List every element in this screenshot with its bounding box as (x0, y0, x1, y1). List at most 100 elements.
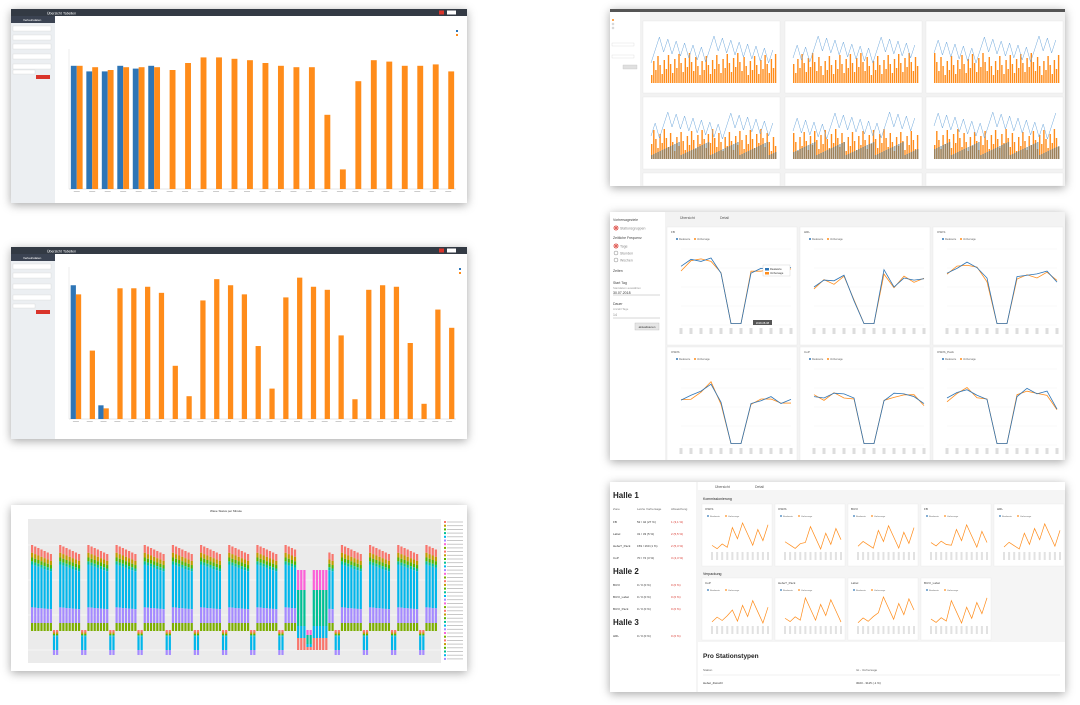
bar-forecast[interactable] (200, 300, 206, 419)
bar-forecast[interactable] (379, 285, 386, 419)
tab-overview[interactable]: Übersicht (715, 485, 730, 489)
bar-forecast[interactable] (355, 81, 362, 189)
alert-icon[interactable] (439, 248, 444, 253)
bar-forecast[interactable] (448, 71, 455, 189)
sidebar-fields[interactable] (12, 263, 52, 309)
sidebar-tab[interactable] (11, 254, 55, 261)
bar-actual[interactable] (101, 71, 108, 189)
sidebar-controls[interactable] (611, 19, 638, 70)
stack-segment (409, 608, 412, 623)
breadcrumb-2[interactable]: Tabellen (63, 250, 76, 254)
bar-actual[interactable] (148, 65, 155, 189)
bar-forecast[interactable] (89, 350, 95, 419)
bar-forecast[interactable] (432, 64, 439, 189)
bar-actual[interactable] (70, 65, 77, 189)
area-actual (916, 149, 919, 159)
bar-forecast[interactable] (172, 365, 178, 419)
user-button[interactable] (447, 248, 456, 253)
apply-button[interactable] (634, 322, 660, 331)
bar-forecast[interactable] (297, 277, 303, 419)
legend-swatch (444, 624, 446, 627)
tab-detail[interactable]: Detail (755, 485, 764, 489)
bar-forecast[interactable] (123, 67, 130, 189)
bar-forecast[interactable] (352, 399, 358, 419)
bar-forecast[interactable] (169, 70, 176, 189)
bar-forecast[interactable] (186, 396, 192, 419)
bar-forecast[interactable] (214, 279, 220, 419)
bar-forecast[interactable] (324, 114, 331, 189)
bar-forecast[interactable] (324, 289, 330, 419)
bar-forecast[interactable] (241, 294, 248, 419)
stack-segment (365, 632, 369, 634)
stack-segment (74, 563, 78, 568)
breadcrumb-1[interactable]: Übersicht (47, 250, 62, 254)
bar-forecast[interactable] (407, 343, 413, 419)
stack-segment (71, 566, 74, 569)
bar-forecast[interactable] (103, 408, 109, 419)
stack-segment (221, 636, 225, 650)
user-button[interactable] (447, 10, 456, 15)
bar-forecast[interactable] (76, 65, 83, 189)
bar-forecast[interactable] (386, 61, 393, 189)
bar-actual[interactable] (98, 405, 104, 419)
bar-forecast[interactable] (255, 346, 261, 419)
bar-forecast[interactable] (283, 297, 289, 419)
bar-forecast[interactable] (417, 65, 424, 189)
bar-forecast[interactable] (293, 67, 300, 189)
bar-actual[interactable] (70, 285, 76, 419)
bar-forecast[interactable] (435, 309, 441, 419)
bar-forecast[interactable] (227, 285, 234, 419)
stack-segment (174, 558, 178, 563)
stack-segment (134, 568, 137, 572)
apply-button[interactable] (36, 75, 50, 79)
bar-forecast[interactable] (338, 335, 344, 419)
dauer-input[interactable]: 14 (613, 313, 617, 317)
start-date-input[interactable]: 30.07.2018 (613, 291, 631, 295)
bar-forecast[interactable] (185, 63, 191, 189)
bar-forecast[interactable] (92, 67, 99, 189)
stack-segment (250, 636, 253, 650)
bar-forecast[interactable] (262, 63, 269, 189)
bar-forecast[interactable] (421, 403, 427, 419)
tab-overview[interactable]: Übersicht (680, 216, 695, 220)
bar-actual[interactable] (86, 71, 93, 189)
bar-actual[interactable] (117, 65, 124, 189)
bar-forecast[interactable] (107, 70, 114, 189)
radio-weeks[interactable] (613, 257, 619, 263)
bar-forecast[interactable] (308, 67, 315, 189)
bar-forecast[interactable] (277, 65, 284, 189)
apply-button[interactable] (36, 310, 50, 314)
bar-forecast[interactable] (158, 292, 165, 419)
bar-forecast[interactable] (154, 67, 161, 189)
bar-forecast[interactable] (339, 169, 346, 189)
bar-forecast[interactable] (310, 286, 317, 419)
bar-forecast[interactable] (366, 289, 372, 419)
breadcrumb-1[interactable]: Übersicht (47, 12, 62, 16)
area-actual (667, 147, 670, 159)
bar-forecast[interactable] (200, 57, 207, 190)
sidebar-tab[interactable] (11, 16, 55, 23)
bar-forecast[interactable] (370, 60, 377, 190)
x-tick-label (902, 626, 905, 634)
bar-forecast[interactable] (216, 57, 222, 190)
bar-forecast[interactable] (401, 65, 408, 189)
alert-icon[interactable] (439, 10, 444, 15)
bar-forecast[interactable] (145, 286, 151, 419)
bar-forecast[interactable] (75, 294, 82, 419)
bar-forecast[interactable] (247, 60, 253, 190)
bar-forecast[interactable] (449, 327, 455, 419)
tab-detail[interactable]: Detail (720, 216, 729, 220)
bar-forecast[interactable] (138, 67, 145, 189)
bar-forecast (835, 129, 837, 159)
breadcrumb-2[interactable]: Tabellen (63, 12, 76, 16)
radio-hours[interactable] (613, 250, 619, 256)
bar-forecast[interactable] (117, 288, 123, 419)
stack-segment (77, 560, 81, 566)
bar-forecast[interactable] (269, 388, 275, 419)
bar-actual[interactable] (132, 68, 139, 189)
bar-forecast[interactable] (131, 288, 137, 419)
bar-forecast[interactable] (231, 58, 238, 189)
stack-segment (425, 623, 428, 631)
bar-forecast[interactable] (393, 286, 400, 419)
sidebar-fields[interactable] (12, 25, 52, 75)
